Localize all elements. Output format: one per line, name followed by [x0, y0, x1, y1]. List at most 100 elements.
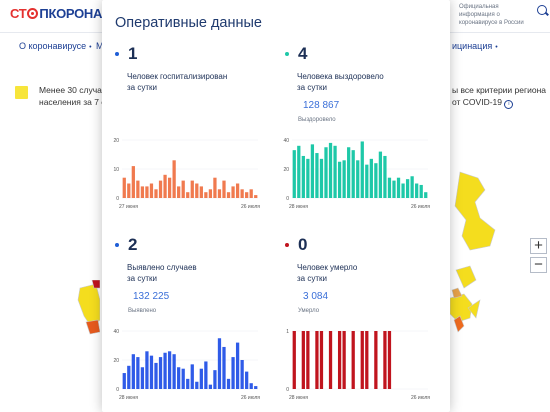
chart-bar — [199, 368, 203, 389]
chart-bar — [392, 180, 396, 198]
chart-bar — [342, 331, 346, 389]
chart-bar — [222, 346, 226, 389]
x-tick-label-start: 27 июня — [119, 204, 138, 210]
info-icon[interactable]: i — [504, 100, 514, 109]
stat-number: 1 — [128, 44, 138, 63]
chart-bar — [365, 164, 369, 198]
zoom-out-button[interactable]: − — [530, 257, 547, 273]
nav-item-measures[interactable]: М — [96, 41, 104, 51]
zoom-in-button[interactable]: + — [530, 238, 547, 254]
legend-text-line: населения за 7 су — [39, 97, 103, 107]
bullet-icon — [285, 52, 289, 56]
map-region-shape — [85, 319, 100, 335]
chart-bar — [158, 180, 163, 198]
y-tick-label: 20 — [113, 358, 119, 364]
chart-bar — [131, 166, 135, 198]
chevron-down-icon: • — [495, 44, 498, 51]
chart-bar — [347, 147, 351, 198]
chart-bar — [306, 331, 310, 389]
header-info-text: Официальная информация о коронавирусе в … — [459, 4, 524, 26]
x-tick-label-start: 28 июня — [289, 204, 308, 210]
legend-text-line: ы все критерии региона — [452, 85, 546, 95]
nav-item-about[interactable]: О коронавирусе • — [19, 41, 92, 51]
bullet-icon — [115, 243, 119, 247]
chart-bar — [369, 158, 373, 198]
chart-bar — [254, 195, 258, 198]
chart-deaths: 0 1 28 июня 26 июля — [286, 329, 430, 401]
chart-bar — [245, 192, 249, 198]
region-map-left[interactable] — [0, 280, 100, 412]
chart-bar — [405, 179, 410, 198]
chart-bar — [177, 367, 181, 389]
chart-bar — [163, 174, 167, 198]
legend-text-line: Менее 30 случаев — [39, 85, 103, 95]
chart-bar — [292, 150, 296, 198]
chart-bar — [410, 176, 414, 198]
chart-bar — [415, 183, 419, 198]
chart-bar — [127, 365, 131, 389]
chart-bar — [222, 180, 226, 198]
chart-bar — [235, 183, 240, 198]
chart-bar — [254, 386, 258, 389]
panel-hospitalized: 1 Человек госпитализирован за сутки 0 10 2… — [108, 42, 268, 212]
chart-bar — [387, 177, 392, 198]
x-tick-label-end: 26 июля — [241, 395, 260, 401]
chart-bar — [360, 141, 364, 198]
nav-item-about-label: О коронавирусе — [19, 41, 87, 51]
chart-bar — [154, 189, 158, 198]
search-icon[interactable] — [537, 5, 547, 15]
chart-bar — [122, 373, 126, 389]
chart-bar — [297, 145, 301, 198]
chart-bar — [387, 331, 392, 389]
chart-bar — [301, 331, 305, 389]
legend-swatch-yellow — [15, 86, 28, 99]
legend-text-line: от COVID-19 — [452, 97, 502, 107]
stat-description: Человека выздоровело за сутки — [297, 72, 384, 92]
chart-bar — [378, 151, 383, 198]
chart-bar — [374, 331, 378, 389]
map-region-shape — [455, 265, 477, 289]
map-region-shape — [467, 299, 481, 319]
chart-bar — [310, 144, 315, 198]
chart-bar — [167, 177, 172, 198]
chart-bar — [424, 192, 428, 198]
chart-bar — [240, 360, 244, 389]
chart-bar — [213, 177, 217, 198]
stat-total-label: Выявлено — [128, 308, 157, 314]
chart-detected: 0 20 40 28 июня 26 июля — [113, 329, 260, 401]
map-region-shape — [453, 315, 465, 333]
chart-bar — [190, 364, 194, 389]
chart-bar — [360, 331, 364, 389]
chart-bar — [199, 186, 203, 198]
map-region-shape — [451, 287, 463, 299]
nav-item-vaccination[interactable]: ицинация • — [452, 41, 498, 51]
chart-bar — [131, 354, 135, 389]
chart-bar — [328, 142, 333, 198]
logo-prefix: СТ — [10, 6, 27, 21]
y-tick-label: 1 — [286, 329, 289, 335]
site-logo[interactable]: СТ ПКОРОНАВ — [10, 6, 111, 21]
chart-bar — [158, 357, 163, 389]
chart-bar — [186, 192, 190, 198]
stat-description: Человек госпитализирован за сутки — [127, 72, 228, 92]
stat-number: 0 — [298, 235, 308, 254]
chart-bar — [383, 155, 387, 198]
chart-bar — [383, 331, 387, 389]
chart-bar — [315, 153, 319, 198]
chart-bar — [136, 357, 140, 389]
chart-bar — [217, 338, 222, 389]
y-tick-label: 40 — [283, 138, 289, 144]
chart-bar — [249, 383, 253, 389]
chart-recovered: 0 20 40 28 июня 26 июля — [283, 138, 430, 210]
chart-bar — [365, 331, 369, 389]
chart-bar — [181, 180, 185, 198]
stat-description: Выявлено случаев за сутки — [127, 263, 197, 283]
map-region-shape — [454, 171, 496, 251]
nav-item-vaccination-label: ицинация — [452, 41, 493, 51]
chart-bar — [306, 158, 310, 198]
region-map[interactable] — [450, 170, 550, 412]
x-tick-label-end: 26 июля — [411, 395, 430, 401]
chart-bar — [181, 368, 185, 389]
chart-bar — [315, 331, 319, 389]
chart-bar — [235, 342, 240, 389]
